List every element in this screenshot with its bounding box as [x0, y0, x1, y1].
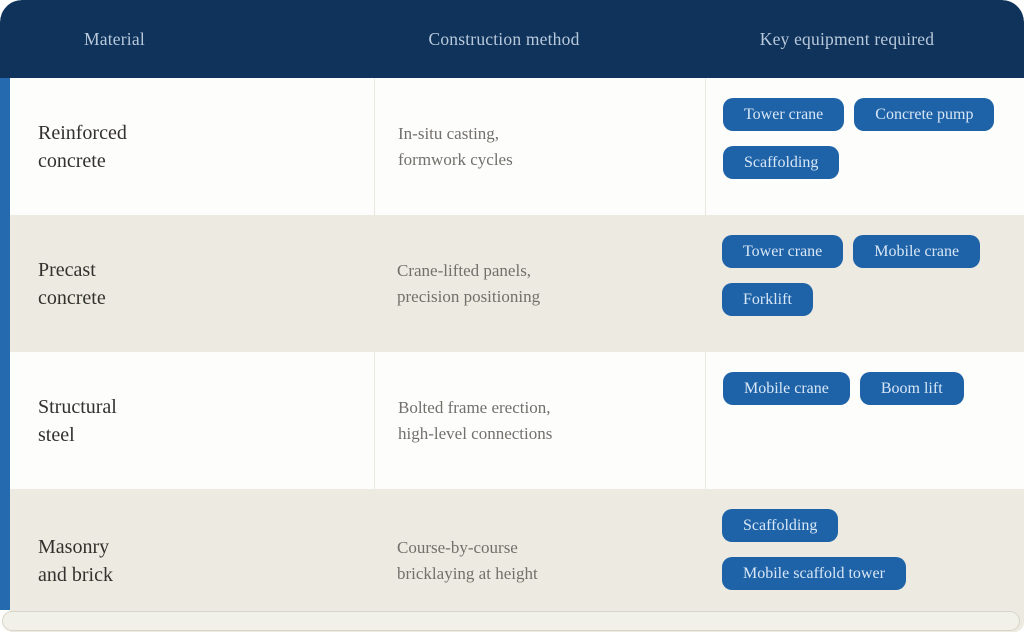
column-header-key-equipment: Key equipment required	[759, 28, 935, 49]
equipment-tag-tower-crane[interactable]: Tower crane	[723, 98, 845, 131]
equipment-tag-scaffolding[interactable]: Scaffolding	[723, 146, 840, 179]
horizontal-scrollbar[interactable]	[2, 611, 1020, 631]
equipment-cell: Scaffolding Mobile scaffold tower	[705, 489, 1024, 632]
left-accent-strip	[0, 78, 10, 610]
material-cell: Precast concrete	[38, 258, 106, 309]
construction-method-cell: Crane-lifted panels, precision positioni…	[397, 260, 541, 306]
table-row: Masonry and brick Course-by-course brick…	[10, 489, 1024, 632]
table-row: Precast concrete Crane-lifted panels, pr…	[10, 215, 1024, 352]
table-row: Reinforced concrete In-situ casting, for…	[10, 78, 1024, 215]
column-header-construction-method: Construction method	[428, 28, 580, 49]
equipment-tag-mobile-crane[interactable]: Mobile crane	[723, 372, 850, 405]
equipment-tag-scaffolding[interactable]: Scaffolding	[722, 509, 839, 542]
construction-method-cell: Bolted frame erection, high-level connec…	[374, 352, 705, 489]
table-body: Reinforced concrete In-situ casting, for…	[10, 78, 1024, 632]
material-cell: Reinforced concrete	[38, 121, 127, 172]
construction-method-cell: In-situ casting, formwork cycles	[374, 78, 705, 215]
equipment-cell: Tower crane Concrete pump Scaffolding	[705, 78, 1024, 215]
material-cell: Masonry and brick	[38, 535, 113, 586]
equipment-cell: Mobile crane Boom lift	[705, 352, 1024, 489]
equipment-tag-mobile-crane[interactable]: Mobile crane	[853, 235, 981, 268]
column-header-material: Material	[84, 28, 145, 49]
equipment-tag-tower-crane[interactable]: Tower crane	[722, 235, 844, 268]
equipment-tag-forklift[interactable]: Forklift	[722, 283, 813, 316]
equipment-tag-boom-lift[interactable]: Boom lift	[859, 372, 964, 405]
equipment-cell: Tower crane Mobile crane Forklift	[705, 215, 1024, 352]
equipment-tag-mobile-scaffold-tower[interactable]: Mobile scaffold tower	[722, 557, 906, 590]
table-header: Material Construction method Key equipme…	[0, 0, 1024, 78]
material-cell: Structural steel	[38, 395, 117, 446]
equipment-tag-concrete-pump[interactable]: Concrete pump	[854, 98, 995, 131]
table-row: Structural steel Bolted frame erection, …	[10, 352, 1024, 489]
construction-method-cell: Course-by-course bricklaying at height	[397, 537, 538, 583]
